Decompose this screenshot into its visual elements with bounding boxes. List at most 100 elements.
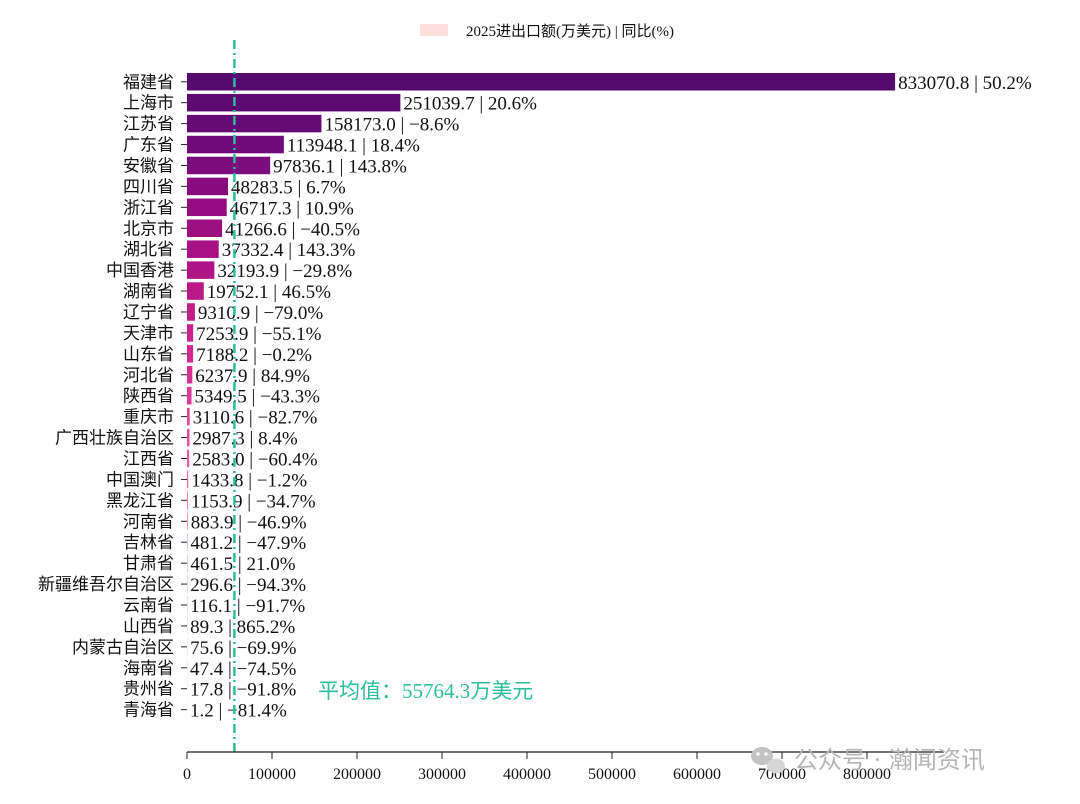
- category-label: 黑龙江省: [106, 491, 174, 511]
- bar: [187, 470, 189, 489]
- category-label: 青海省: [123, 701, 174, 721]
- bar: [187, 303, 195, 321]
- value-label: 7253.9 | −55.1%: [196, 324, 322, 345]
- category-label: 山西省: [123, 617, 174, 637]
- bar: [187, 428, 190, 447]
- category-label: 海南省: [123, 659, 174, 679]
- bar: [187, 156, 271, 175]
- category-label: 山东省: [123, 345, 174, 365]
- category-label: 广东省: [123, 136, 174, 156]
- category-label: 湖南省: [123, 282, 174, 302]
- value-label: 1.2 | −81.4%: [190, 701, 287, 722]
- category-label: 新疆维吾尔自治区: [38, 575, 174, 595]
- watermark-text: 公众号 · 瀚闻资讯: [794, 746, 985, 774]
- value-label: 883.9 | −46.9%: [191, 512, 307, 533]
- value-label: 461.5 | 21.0%: [190, 554, 295, 575]
- x-tick-label: 600000: [673, 766, 721, 783]
- category-label: 北京市: [123, 219, 174, 239]
- bar: [187, 512, 188, 531]
- value-label: 48283.5 | 6.7%: [231, 177, 346, 198]
- category-label: 河南省: [123, 512, 174, 532]
- value-label: 17.8 | −91.8%: [190, 680, 297, 701]
- value-label: 19752.1 | 46.5%: [207, 282, 331, 303]
- value-label: 32193.9 | −29.8%: [217, 261, 352, 282]
- bars-layer: [187, 73, 896, 719]
- bar: [187, 177, 229, 196]
- category-label: 天津市: [123, 324, 174, 344]
- watermark: 公众号 · 瀚闻资讯: [751, 746, 985, 774]
- category-labels: 福建省上海市江苏省广东省安徽省四川省浙江省北京市湖北省中国香港湖南省辽宁省天津市…: [38, 73, 187, 721]
- value-label: 89.3 | 865.2%: [190, 617, 295, 638]
- value-label: 2583.0 | −60.4%: [192, 449, 318, 470]
- bar: [187, 533, 188, 551]
- category-label: 云南省: [123, 596, 174, 616]
- value-label: 1433.8 | −1.2%: [191, 470, 307, 491]
- value-label: 158173.0 | −8.6%: [324, 115, 459, 136]
- value-label: 481.2 | −47.9%: [190, 533, 306, 554]
- value-label: 7188.2 | −0.2%: [196, 345, 312, 366]
- bar: [187, 240, 219, 258]
- x-tick-label: 100000: [248, 766, 296, 783]
- bar: [187, 324, 194, 342]
- value-label: 116.1 | −91.7%: [190, 596, 305, 617]
- value-label: 3110.6 | −82.7%: [193, 408, 318, 429]
- bar: [187, 386, 192, 405]
- bar: [187, 93, 401, 112]
- category-label: 湖北省: [123, 240, 174, 260]
- bar: [187, 198, 227, 217]
- value-label: 37332.4 | 143.3%: [222, 240, 356, 261]
- x-tick-label: 800000: [843, 766, 891, 783]
- category-label: 辽宁省: [123, 303, 174, 323]
- x-tick-label: 0: [183, 766, 191, 783]
- value-label: 41266.6 | −40.5%: [225, 219, 360, 240]
- bar: [187, 135, 284, 154]
- category-label: 江西省: [123, 449, 174, 469]
- bar: [187, 638, 188, 656]
- bar: [187, 554, 188, 572]
- value-label: 47.4 | −74.5%: [190, 659, 297, 680]
- value-label: 833070.8 | 50.2%: [898, 73, 1032, 94]
- legend-swatch: [420, 24, 448, 36]
- value-label: 46717.3 | 10.9%: [230, 198, 354, 219]
- category-label: 浙江省: [123, 198, 174, 218]
- category-label: 广西壮族自治区: [55, 429, 174, 449]
- bar: [187, 679, 188, 698]
- bar: [187, 114, 322, 133]
- x-tick-label: 300000: [418, 766, 466, 783]
- bar: [187, 659, 188, 677]
- value-label: 1153.9 | −34.7%: [191, 491, 316, 512]
- value-label: 251039.7 | 20.6%: [403, 94, 537, 115]
- category-label: 陕西省: [123, 387, 174, 407]
- bar: [187, 219, 223, 238]
- bar: [187, 449, 190, 468]
- value-label: 296.6 | −94.3%: [190, 575, 306, 596]
- legend-label: 2025进出口额(万美元) | 同比(%): [466, 23, 674, 40]
- category-label: 上海市: [123, 94, 174, 114]
- category-label: 四川省: [123, 177, 174, 197]
- value-labels: 833070.8 | 50.2% 251039.7 | 20.6%158173.0…: [190, 73, 1032, 722]
- value-label: 5349.5 | −43.3%: [195, 387, 321, 408]
- category-label: 中国澳门: [106, 470, 174, 490]
- bar: [187, 366, 193, 384]
- category-label: 安徽省: [123, 156, 174, 176]
- bar: [187, 261, 215, 279]
- bar: [187, 73, 896, 91]
- value-label: 2987.3 | 8.4%: [193, 429, 298, 450]
- bar: [187, 617, 188, 635]
- category-label: 吉林省: [123, 533, 174, 553]
- average-label: 平均值：55764.3万美元: [318, 679, 533, 703]
- category-label: 重庆市: [123, 408, 174, 428]
- x-tick-label: 400000: [503, 766, 551, 783]
- value-label: 97836.1 | 143.8%: [273, 156, 407, 177]
- x-tick-label: 200000: [333, 766, 381, 783]
- bar: [187, 407, 190, 426]
- value-label: 113948.1 | 18.4%: [287, 136, 420, 157]
- category-label: 中国香港: [106, 261, 174, 281]
- category-label: 江苏省: [123, 115, 174, 135]
- bar: [187, 596, 188, 614]
- category-label: 甘肃省: [123, 554, 174, 574]
- wechat-icon: [751, 747, 785, 774]
- bar: [187, 491, 188, 510]
